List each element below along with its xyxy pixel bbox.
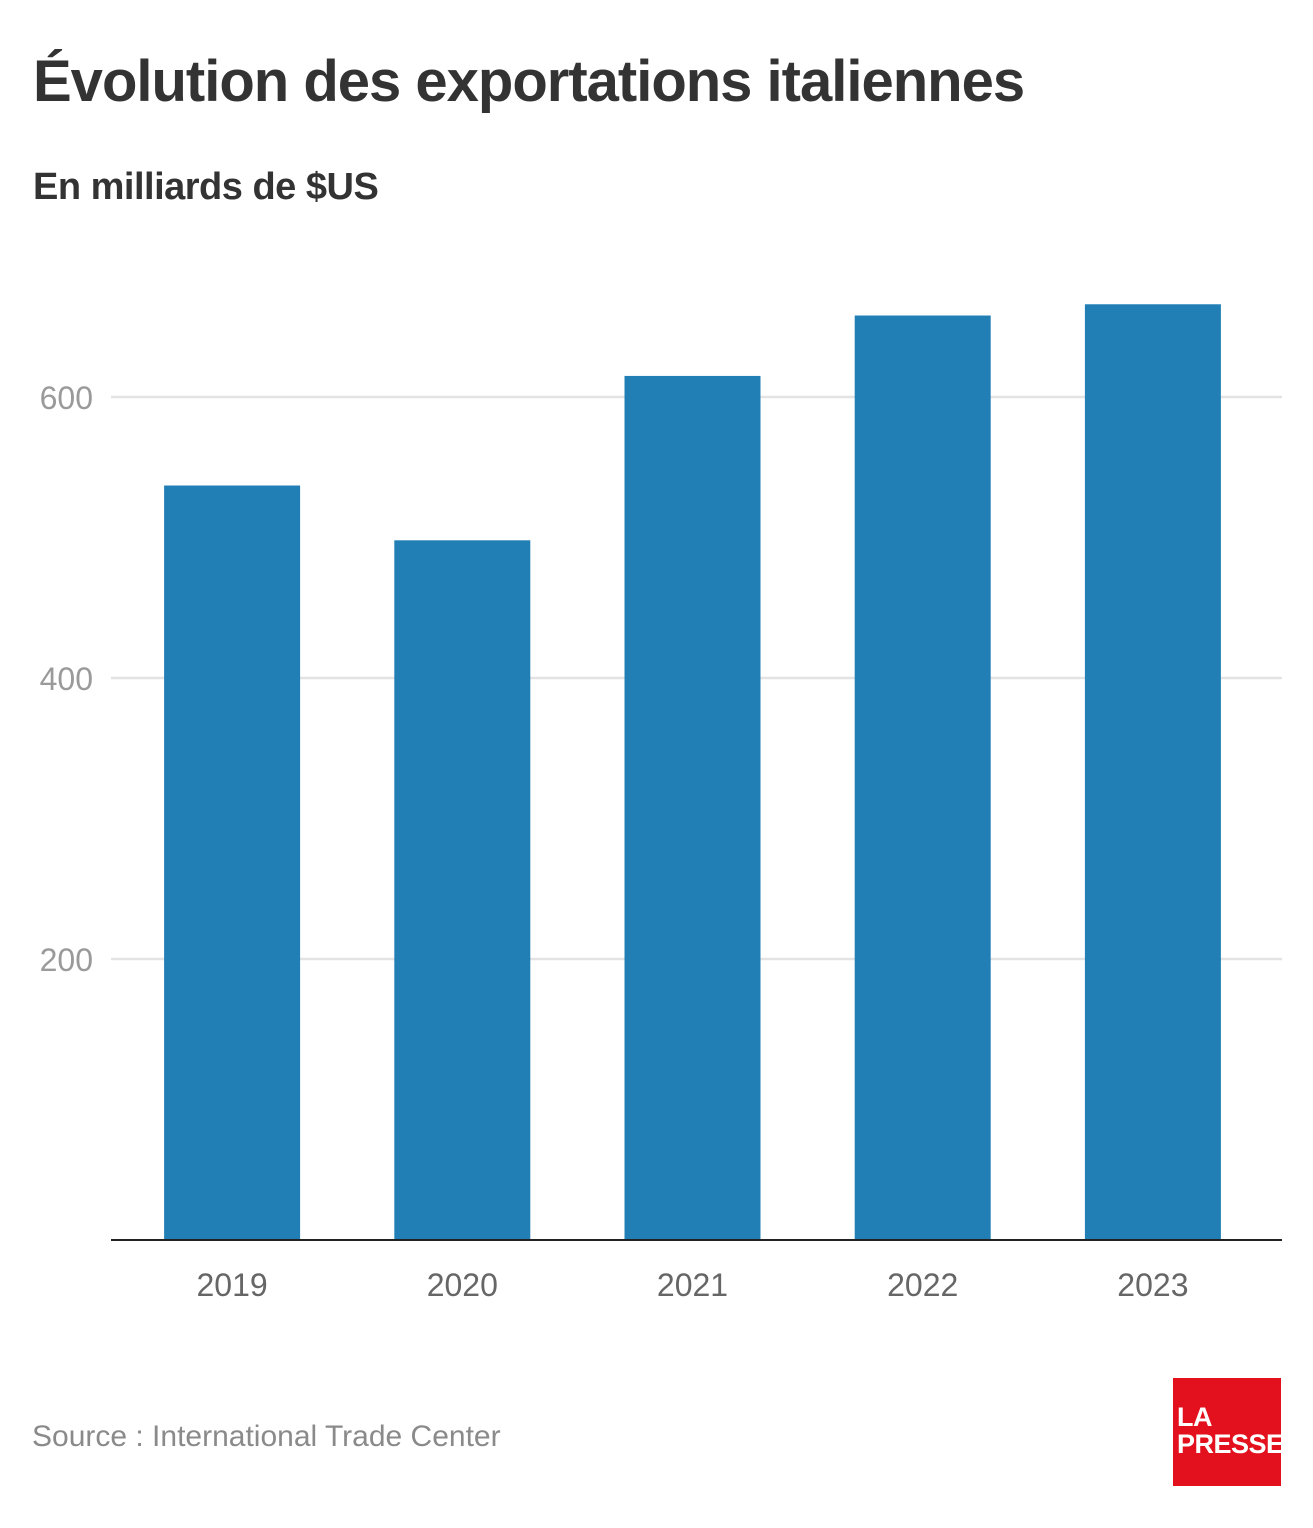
logo-line-1: LA	[1177, 1402, 1213, 1432]
source-note: Source : International Trade Center	[32, 1420, 501, 1453]
x-tick-label: 2022	[887, 1267, 958, 1303]
y-tick-labels: 200 400 600	[40, 380, 93, 978]
x-tick-labels: 2019 2020 2021 2022 2023	[197, 1267, 1189, 1303]
bar-2022	[854, 315, 991, 1240]
x-tick-label: 2023	[1117, 1267, 1188, 1303]
x-tick-label: 2020	[427, 1267, 498, 1303]
y-tick-label: 600	[40, 380, 93, 416]
y-tick-label: 200	[40, 942, 93, 978]
bar-2019	[164, 485, 301, 1240]
bar-2021	[624, 375, 761, 1240]
la-presse-logo: LA PRESSE	[1173, 1378, 1284, 1486]
bar-chart: 200 400 600 2019 2020 2021 2022 2023	[40, 304, 1282, 1303]
bars	[164, 304, 1221, 1240]
logo-line-2: PRESSE	[1177, 1429, 1284, 1459]
chart-title: Évolution des exportations italiennes	[33, 49, 1025, 114]
x-tick-label: 2021	[657, 1267, 728, 1303]
bar-2023	[1084, 304, 1221, 1240]
y-tick-label: 400	[40, 661, 93, 697]
chart-subtitle: En milliards de $US	[33, 166, 379, 208]
bar-2020	[394, 540, 531, 1240]
x-tick-label: 2019	[197, 1267, 268, 1303]
